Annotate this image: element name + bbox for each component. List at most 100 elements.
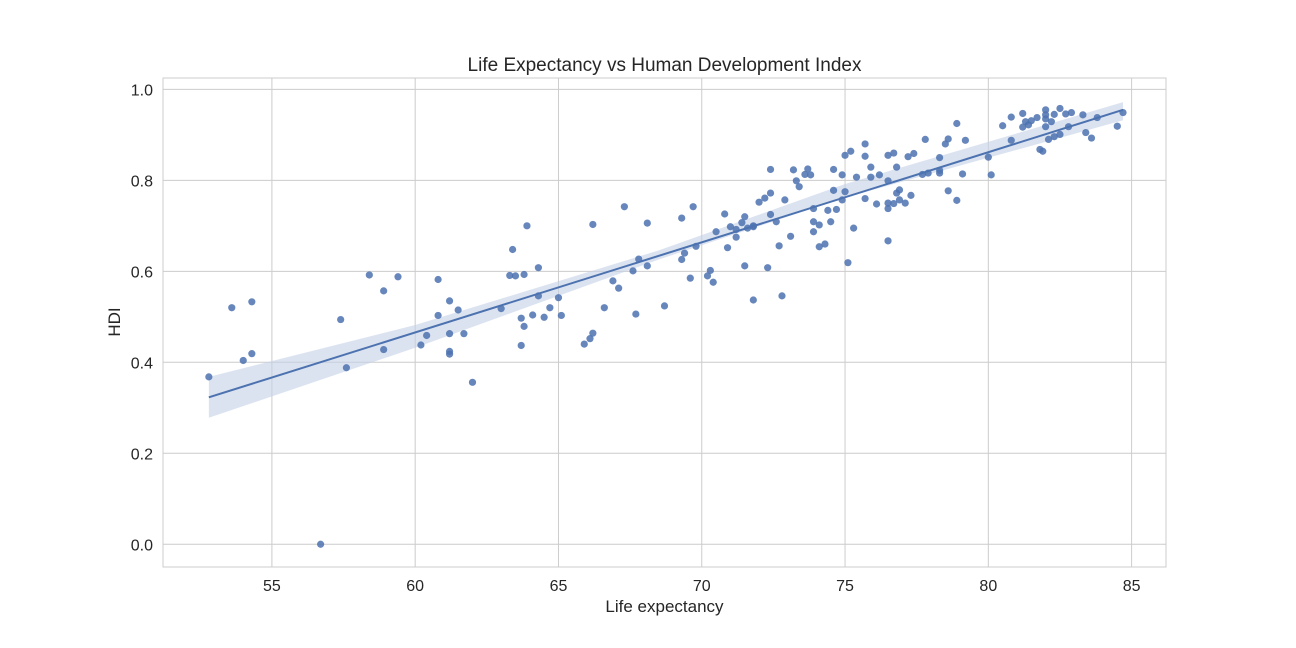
data-point	[248, 298, 256, 306]
data-point	[852, 173, 861, 181]
data-point	[1079, 111, 1087, 119]
data-point	[643, 219, 651, 227]
data-point	[609, 277, 617, 285]
data-point	[1039, 147, 1047, 155]
data-point	[529, 311, 537, 319]
y-tick-label: 0.2	[131, 446, 153, 463]
x-tick-label: 65	[550, 578, 568, 595]
data-point	[987, 171, 995, 179]
data-point	[1050, 110, 1058, 118]
data-point	[620, 203, 628, 211]
x-tick-label: 80	[979, 578, 997, 595]
data-point	[1087, 134, 1096, 142]
data-point	[801, 170, 809, 179]
data-point	[829, 186, 838, 194]
data-point	[895, 196, 904, 204]
data-point	[629, 267, 637, 275]
data-point	[884, 237, 892, 245]
y-tick-label: 0.4	[131, 355, 153, 372]
data-point	[557, 311, 565, 320]
data-point	[841, 151, 849, 159]
data-point	[850, 224, 858, 232]
data-point	[984, 153, 992, 161]
data-point	[807, 171, 815, 179]
data-point	[615, 284, 623, 292]
data-point	[792, 177, 800, 185]
data-point	[781, 196, 789, 204]
chart-title: Life Expectancy vs Human Development Ind…	[468, 55, 862, 76]
scatter-points	[205, 104, 1127, 548]
data-point	[895, 186, 904, 194]
data-point	[875, 171, 884, 179]
data-point	[961, 136, 970, 144]
data-point	[944, 187, 952, 195]
data-point	[445, 297, 454, 305]
x-tick-label: 55	[263, 578, 281, 595]
data-point	[239, 356, 247, 365]
regression-line	[208, 108, 1124, 399]
data-point	[944, 135, 952, 143]
data-point	[1042, 123, 1050, 131]
data-point	[1050, 133, 1058, 141]
data-point	[1027, 117, 1035, 125]
data-point	[738, 219, 746, 227]
data-point	[775, 242, 783, 250]
data-point	[380, 287, 388, 295]
data-point	[445, 350, 454, 358]
x-axis-title: Life expectancy	[605, 597, 724, 616]
y-tick-label: 1.0	[131, 82, 153, 99]
data-point	[861, 194, 869, 203]
data-point	[660, 302, 669, 310]
data-point	[844, 259, 852, 267]
regression-line-group	[208, 108, 1124, 399]
data-point	[884, 151, 892, 159]
data-point	[520, 270, 528, 279]
data-point	[861, 140, 869, 148]
plot-background	[163, 78, 1166, 567]
data-point	[1067, 108, 1076, 117]
data-point	[804, 165, 812, 173]
data-point	[643, 262, 651, 270]
data-point	[890, 149, 898, 157]
data-point	[827, 218, 835, 226]
data-point	[703, 272, 712, 280]
data-point	[454, 306, 462, 314]
data-point	[445, 330, 454, 338]
data-point	[589, 220, 597, 229]
y-axis-title: HDI	[105, 307, 124, 336]
data-point	[706, 266, 714, 275]
data-point	[709, 278, 717, 286]
data-point	[546, 304, 554, 312]
data-point	[1113, 122, 1121, 130]
data-point	[689, 203, 697, 211]
data-point	[958, 170, 967, 178]
data-point	[1019, 109, 1027, 118]
data-point	[317, 540, 325, 548]
data-point	[723, 244, 732, 252]
data-point	[907, 191, 915, 199]
data-point	[1042, 106, 1050, 114]
data-point	[755, 198, 763, 206]
data-point	[1056, 104, 1064, 113]
data-point	[1044, 135, 1053, 144]
data-point	[766, 189, 775, 197]
data-point	[517, 341, 525, 350]
data-point	[904, 153, 912, 161]
data-point	[380, 345, 388, 354]
data-point	[884, 199, 892, 207]
data-point	[1007, 113, 1015, 121]
data-point	[761, 194, 769, 202]
data-point	[872, 200, 881, 208]
data-point	[821, 240, 829, 248]
x-tick-label: 85	[1123, 578, 1141, 595]
data-point	[778, 292, 786, 300]
y-tick-labels: 0.0 0.2 0.4 0.6 0.8 1.0	[131, 82, 153, 554]
data-point	[586, 335, 594, 343]
data-point	[509, 245, 517, 254]
data-point	[580, 340, 588, 348]
data-point	[506, 271, 514, 280]
data-point	[809, 228, 818, 236]
data-point	[337, 315, 345, 324]
data-point	[795, 183, 803, 191]
